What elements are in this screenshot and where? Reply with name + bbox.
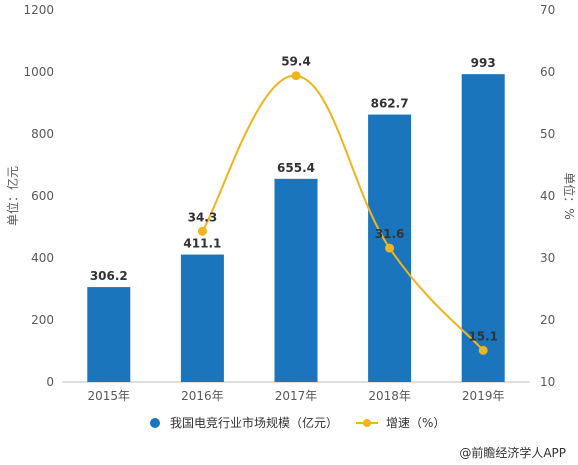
bar-data-labels: 306.2 411.1 655.4 862.7 993 — [90, 56, 496, 283]
left-tick-label: 800 — [31, 127, 54, 141]
line-value-label: 34.3 — [188, 210, 218, 224]
x-tick-label: 2019年 — [462, 389, 505, 403]
source-credit: @前瞻经济学人APP — [459, 444, 566, 461]
left-tick-label: 400 — [31, 251, 54, 265]
bar-value-label: 306.2 — [90, 269, 128, 283]
right-tick-label: 20 — [540, 313, 555, 327]
left-tick-label: 0 — [46, 375, 54, 389]
bar — [274, 178, 318, 382]
line-series — [197, 71, 488, 355]
bar — [461, 74, 505, 383]
x-axis-ticks: 2015年 2016年 2017年 2018年 2019年 — [88, 389, 505, 403]
right-tick-label: 50 — [540, 127, 555, 141]
legend: 我国电竞行业市场规模（亿元） 增速（%） — [0, 414, 578, 436]
growth-line — [201, 74, 484, 352]
bar — [180, 254, 224, 382]
line-value-label: 15.1 — [468, 329, 498, 343]
bar — [87, 287, 131, 382]
x-tick-label: 2015年 — [88, 389, 131, 403]
line-value-label: 31.6 — [375, 227, 405, 241]
right-axis-label: 单位：% — [562, 172, 577, 219]
right-tick-label: 10 — [540, 375, 555, 389]
line-point — [291, 71, 301, 81]
x-tick-label: 2018年 — [368, 389, 411, 403]
bar-series — [87, 74, 505, 383]
x-tick-label: 2017年 — [275, 389, 318, 403]
right-tick-label: 40 — [540, 189, 555, 203]
left-axis-ticks: 0 200 400 600 800 1000 1200 — [23, 3, 54, 389]
legend-line-marker-icon — [356, 418, 378, 428]
line-point — [385, 243, 395, 253]
right-tick-label: 70 — [540, 3, 555, 17]
combo-chart: 0 200 400 600 800 1000 1200 10 20 30 40 50 60 70 单位：… — [5, 3, 577, 403]
line-data-labels: 34.3 59.4 31.6 15.1 — [188, 55, 498, 344]
x-tick-label: 2016年 — [181, 389, 224, 403]
right-tick-label: 60 — [540, 65, 555, 79]
left-axis-label: 单位：亿元 — [5, 166, 20, 226]
right-axis-ticks: 10 20 30 40 50 60 70 — [540, 3, 555, 389]
line-value-label: 59.4 — [281, 55, 311, 69]
right-tick-label: 30 — [540, 251, 555, 265]
legend-circle-icon — [150, 417, 160, 428]
left-tick-label: 200 — [31, 313, 54, 327]
line-point — [197, 226, 207, 236]
legend-label-growth-rate: 增速（%） — [386, 416, 446, 430]
bar-value-label: 993 — [471, 56, 496, 70]
left-tick-label: 1000 — [23, 65, 54, 79]
bar-value-label: 655.4 — [277, 161, 315, 175]
left-tick-label: 1200 — [23, 3, 54, 17]
legend-item-market-size[interactable]: 我国电竞行业市场规模（亿元） — [150, 414, 338, 431]
bar-value-label: 411.1 — [183, 237, 221, 251]
line-point — [478, 345, 488, 355]
legend-label-market-size: 我国电竞行业市场规模（亿元） — [170, 416, 339, 430]
bar-value-label: 862.7 — [371, 97, 409, 111]
legend-item-growth-rate[interactable]: 增速（%） — [356, 414, 445, 431]
left-tick-label: 600 — [31, 189, 54, 203]
source-text: @前瞻经济学人APP — [459, 446, 566, 460]
